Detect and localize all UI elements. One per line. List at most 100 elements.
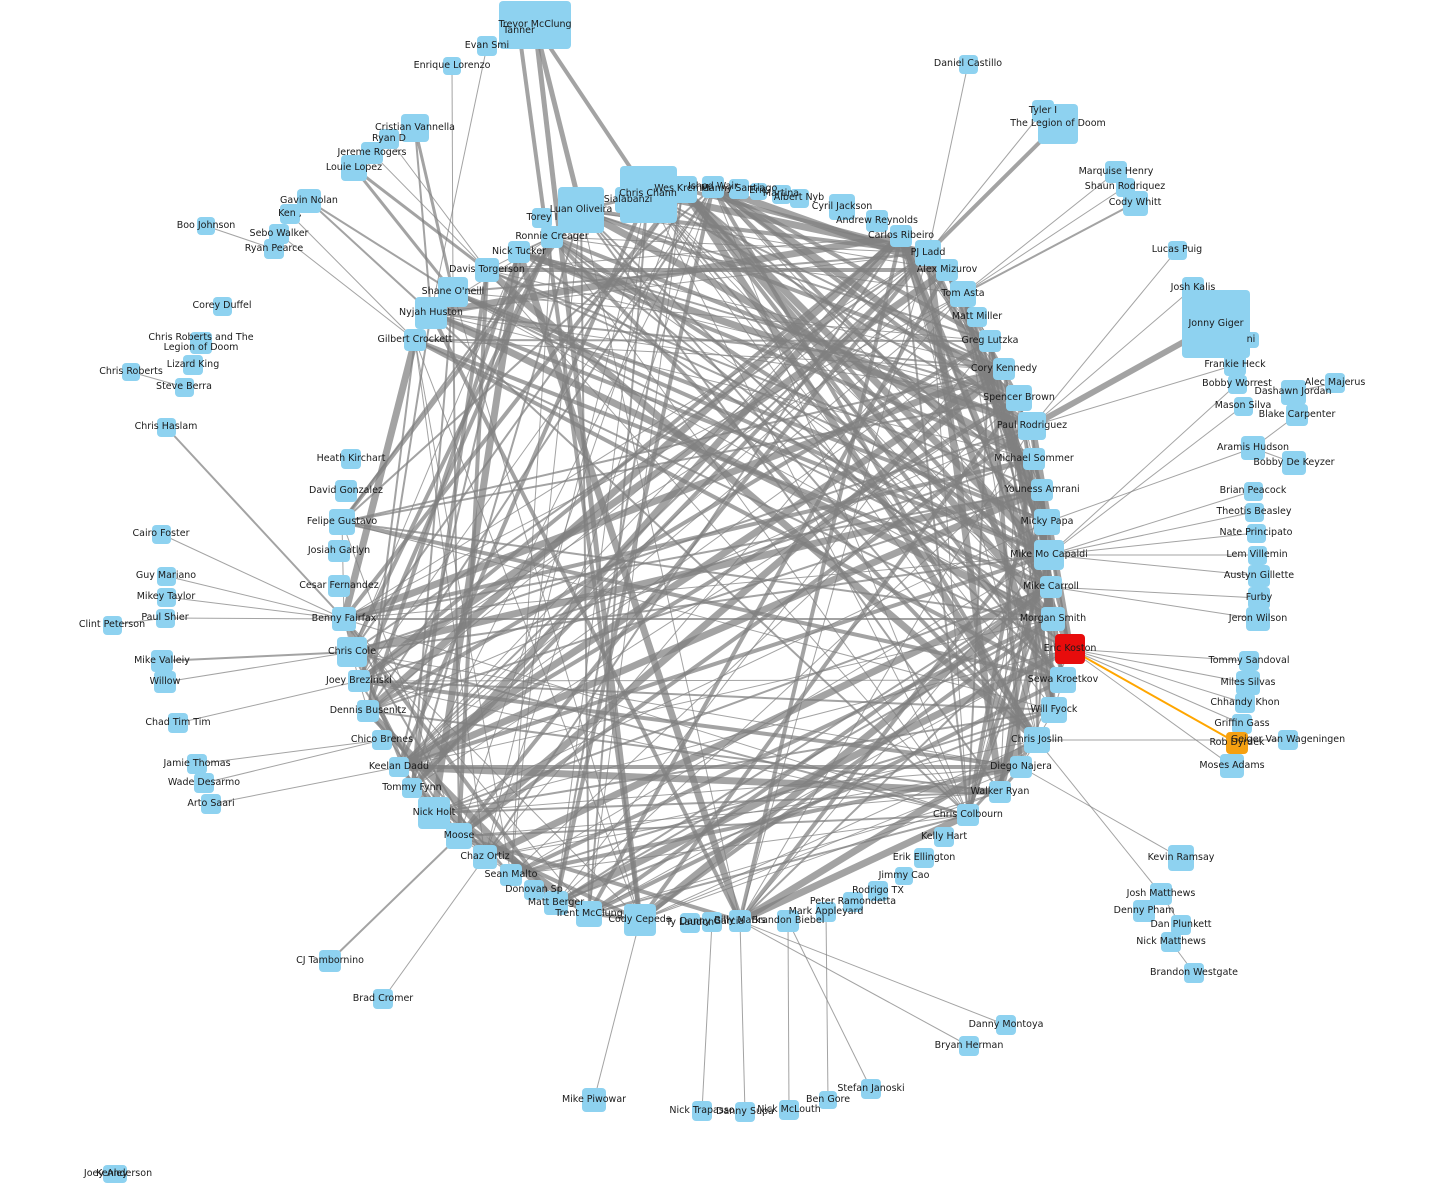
graph-node[interactable] [415,297,447,329]
graph-node[interactable] [373,989,393,1009]
graph-node[interactable] [914,848,934,868]
graph-node[interactable] [372,730,392,750]
graph-node[interactable] [1243,332,1259,348]
graph-node[interactable] [443,57,461,75]
graph-node[interactable] [1224,354,1246,376]
graph-node[interactable] [576,901,602,927]
graph-node[interactable] [777,910,799,932]
graph-node[interactable] [1239,651,1259,671]
graph-node[interactable] [446,823,472,849]
graph-node[interactable] [958,54,978,74]
graph-node[interactable] [524,880,544,900]
graph-node[interactable] [866,210,888,232]
graph-node[interactable] [348,670,370,692]
graph-node[interactable] [183,355,203,375]
graph-node[interactable] [1244,502,1264,522]
graph-node[interactable] [1006,385,1032,411]
graph-node[interactable] [174,377,194,397]
graph-node[interactable] [319,950,341,972]
graph-node[interactable] [936,259,958,281]
graph-node[interactable] [508,241,530,263]
graph-node[interactable] [1041,697,1067,723]
graph-node[interactable] [337,637,367,667]
graph-node[interactable] [1241,436,1265,460]
graph-node[interactable] [1182,290,1250,358]
graph-node[interactable] [389,757,409,777]
graph-node[interactable] [989,781,1011,803]
graph-node[interactable] [1171,915,1191,935]
graph-node[interactable] [404,329,426,351]
graph-node[interactable] [669,175,697,203]
graph-node[interactable] [615,187,641,213]
graph-node[interactable] [1220,754,1244,778]
graph-node[interactable] [1184,963,1204,983]
graph-node[interactable] [1168,845,1194,871]
graph-node[interactable] [819,1091,837,1109]
graph-node[interactable] [402,778,422,798]
graph-node[interactable] [868,881,888,901]
graph-node[interactable] [418,797,450,829]
graph-node[interactable] [1243,481,1263,501]
graph-node[interactable] [401,114,429,142]
graph-node[interactable] [829,194,855,220]
graph-node[interactable] [1227,374,1247,394]
graph-node[interactable] [151,650,173,672]
graph-node[interactable] [1034,540,1064,570]
graph-node[interactable] [950,281,976,307]
graph-node[interactable] [1226,732,1248,754]
graph-node[interactable] [168,713,188,733]
graph-node[interactable] [1236,671,1260,695]
graph-node[interactable] [558,187,604,233]
graph-node[interactable] [507,19,531,43]
graph-node[interactable] [154,671,176,693]
graph-node[interactable] [729,910,751,932]
graph-node[interactable] [702,912,722,932]
graph-node[interactable] [843,892,863,912]
graph-node[interactable] [197,217,215,235]
graph-node[interactable] [895,867,913,885]
graph-node[interactable] [729,179,749,199]
graph-node[interactable] [996,1015,1016,1035]
graph-node[interactable] [890,225,912,247]
graph-node[interactable] [335,480,357,502]
graph-node[interactable] [280,204,300,224]
graph-node[interactable] [1133,900,1155,922]
graph-node[interactable] [332,607,356,631]
graph-node[interactable] [1024,727,1050,753]
graph-node[interactable] [155,608,175,628]
graph-node[interactable] [190,332,212,354]
graph-node[interactable] [156,587,176,607]
graph-node[interactable] [1031,479,1053,501]
graph-node[interactable] [959,1036,979,1056]
graph-node[interactable] [771,184,791,204]
graph-node[interactable] [187,754,207,774]
graph-node[interactable] [109,1165,127,1183]
graph-node[interactable] [1023,448,1045,470]
graph-node[interactable] [1286,404,1308,426]
graph-node[interactable] [957,804,979,826]
graph-node[interactable] [532,208,552,228]
graph-node[interactable] [1055,634,1085,664]
graph-node[interactable] [297,189,321,213]
graph-node[interactable] [212,296,232,316]
graph-node[interactable] [967,307,987,327]
graph-node[interactable] [816,902,836,922]
graph-node[interactable] [379,129,399,149]
graph-node[interactable] [544,891,568,915]
graph-node[interactable] [1161,932,1181,952]
graph-node[interactable] [264,239,284,259]
graph-node[interactable] [341,155,367,181]
graph-node[interactable] [156,417,176,437]
graph-node[interactable] [500,864,522,886]
graph-node[interactable] [1282,451,1306,475]
graph-node[interactable] [541,226,563,248]
graph-node[interactable] [1050,667,1076,693]
graph-node[interactable] [1122,190,1148,216]
graph-node[interactable] [582,1088,606,1112]
graph-node[interactable] [1038,104,1078,144]
graph-node[interactable] [789,188,809,208]
graph-node[interactable] [1018,412,1046,440]
graph-node[interactable] [357,700,379,722]
graph-node[interactable] [1248,565,1270,587]
